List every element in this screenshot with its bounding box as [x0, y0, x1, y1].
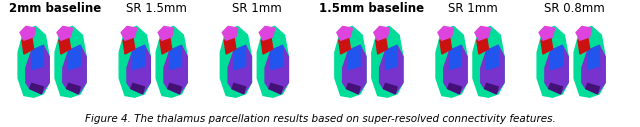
Polygon shape — [447, 83, 461, 94]
Polygon shape — [380, 45, 403, 94]
Polygon shape — [131, 83, 145, 94]
Polygon shape — [257, 26, 289, 97]
Polygon shape — [346, 83, 360, 94]
Text: 2mm baseline: 2mm baseline — [9, 2, 101, 15]
Polygon shape — [20, 26, 36, 40]
Polygon shape — [586, 83, 600, 94]
Polygon shape — [450, 45, 461, 70]
Polygon shape — [123, 37, 135, 54]
Text: 1.5mm baseline: 1.5mm baseline — [319, 2, 424, 15]
Polygon shape — [127, 45, 150, 94]
Polygon shape — [261, 37, 273, 54]
Polygon shape — [228, 45, 252, 94]
Polygon shape — [232, 83, 246, 94]
Polygon shape — [582, 45, 605, 94]
Polygon shape — [337, 26, 353, 40]
Text: SR 1mm: SR 1mm — [232, 2, 282, 15]
Polygon shape — [475, 26, 490, 40]
Polygon shape — [551, 45, 563, 70]
Polygon shape — [168, 83, 182, 94]
Polygon shape — [541, 37, 553, 54]
Polygon shape — [119, 26, 150, 97]
Polygon shape — [383, 83, 397, 94]
Polygon shape — [473, 26, 504, 97]
Text: SR 1mm: SR 1mm — [448, 2, 498, 15]
Polygon shape — [436, 26, 467, 97]
Polygon shape — [156, 26, 188, 97]
Polygon shape — [486, 45, 499, 70]
Polygon shape — [55, 26, 86, 97]
Polygon shape — [29, 83, 44, 94]
Polygon shape — [539, 26, 555, 40]
Polygon shape — [22, 37, 34, 54]
Polygon shape — [26, 45, 49, 94]
Polygon shape — [548, 83, 563, 94]
Text: SR 1.5mm: SR 1.5mm — [125, 2, 187, 15]
Polygon shape — [349, 45, 360, 70]
Polygon shape — [271, 45, 283, 70]
Polygon shape — [376, 37, 387, 54]
Polygon shape — [574, 26, 605, 97]
Polygon shape — [372, 26, 403, 97]
Polygon shape — [158, 26, 173, 40]
Polygon shape — [133, 45, 145, 70]
Text: Figure 4. The thalamus parcellation results based on super-resolved connectivity: Figure 4. The thalamus parcellation resu… — [84, 114, 556, 124]
Polygon shape — [374, 26, 389, 40]
Polygon shape — [234, 45, 246, 70]
Polygon shape — [588, 45, 600, 70]
Polygon shape — [385, 45, 397, 70]
Polygon shape — [224, 37, 236, 54]
Polygon shape — [481, 45, 504, 94]
Polygon shape — [121, 26, 137, 40]
Polygon shape — [59, 37, 70, 54]
Polygon shape — [269, 83, 283, 94]
Polygon shape — [537, 26, 568, 97]
Polygon shape — [339, 37, 351, 54]
Polygon shape — [32, 45, 44, 70]
Polygon shape — [57, 26, 72, 40]
Polygon shape — [259, 26, 275, 40]
Polygon shape — [440, 37, 452, 54]
Polygon shape — [477, 37, 488, 54]
Polygon shape — [67, 83, 81, 94]
Polygon shape — [444, 45, 467, 94]
Polygon shape — [342, 45, 366, 94]
Polygon shape — [63, 45, 86, 94]
Polygon shape — [545, 45, 568, 94]
Polygon shape — [265, 45, 289, 94]
Text: SR 0.8mm: SR 0.8mm — [544, 2, 604, 15]
Polygon shape — [222, 26, 238, 40]
Polygon shape — [484, 83, 499, 94]
Polygon shape — [68, 45, 81, 70]
Polygon shape — [164, 45, 188, 94]
Polygon shape — [576, 26, 591, 40]
Polygon shape — [220, 26, 252, 97]
Polygon shape — [438, 26, 454, 40]
Polygon shape — [578, 37, 589, 54]
Polygon shape — [335, 26, 366, 97]
Polygon shape — [18, 26, 49, 97]
Polygon shape — [170, 45, 182, 70]
Polygon shape — [160, 37, 172, 54]
